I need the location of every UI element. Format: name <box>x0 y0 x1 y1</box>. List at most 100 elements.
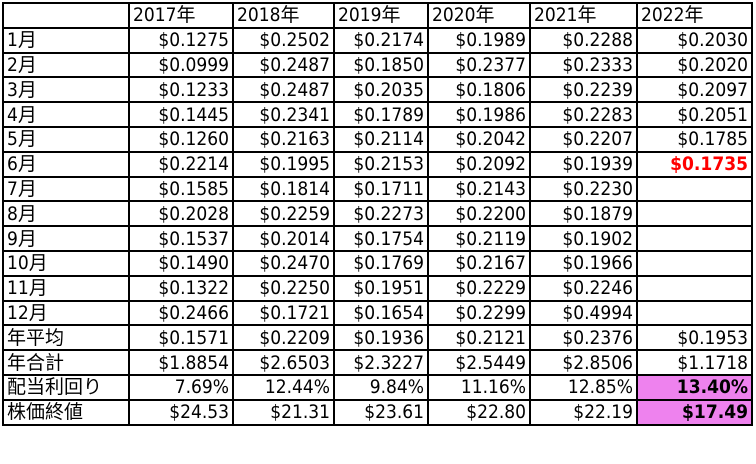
table-cell: $0.2020 <box>636 51 753 79</box>
header-year-2017: 2017年 <box>128 2 234 29</box>
table-cell: $22.80 <box>427 398 531 426</box>
table-cell: $0.2259 <box>232 200 335 228</box>
row-label: 5月 <box>2 125 130 153</box>
table-cell: $0.1445 <box>128 101 234 128</box>
table-cell <box>636 225 753 252</box>
table-row: 7月 $0.1585 $0.1814 $0.1711 $0.2143 $0.2230 <box>2 175 753 203</box>
table-cell: $2.5449 <box>427 349 531 376</box>
table-cell: $0.2030 <box>636 26 753 54</box>
table-cell: $21.31 <box>232 398 335 426</box>
row-label: 配当利回り <box>2 373 130 401</box>
table-cell: $0.1275 <box>128 26 234 54</box>
table-cell: $0.1936 <box>333 324 429 352</box>
table-cell: $0.2153 <box>333 150 429 178</box>
table-cell: 13.40% <box>636 373 753 401</box>
table-cell: $0.2207 <box>529 125 638 153</box>
table-cell: $0.2092 <box>427 150 531 178</box>
table-cell <box>636 249 753 277</box>
header-year-2021: 2021年 <box>529 2 638 29</box>
table-cell: $0.2487 <box>232 76 335 104</box>
table-cell: $0.4994 <box>529 299 638 327</box>
table-cell: $0.2143 <box>427 175 531 203</box>
table-cell: $0.1322 <box>128 274 234 302</box>
row-label: 6月 <box>2 150 130 178</box>
table-cell: $0.2299 <box>427 299 531 327</box>
table-cell: 9.84% <box>333 373 429 401</box>
table-cell: $0.2114 <box>333 125 429 153</box>
table-row: 年合計 $1.8854 $2.6503 $2.3227 $2.5449 $2.8506 $1… <box>2 349 753 376</box>
table-cell: $2.3227 <box>333 349 429 376</box>
table-row: 株価終値 $24.53 $21.31 $23.61 $22.80 $22.19 $17.49 <box>2 398 753 426</box>
table-cell: $0.2119 <box>427 225 531 252</box>
table-cell: $0.2042 <box>427 125 531 153</box>
table-cell: $0.2250 <box>232 274 335 302</box>
table-cell <box>636 175 753 203</box>
table-cell: $0.2487 <box>232 51 335 79</box>
table-cell: $0.2288 <box>529 26 638 54</box>
table-cell: $0.1721 <box>232 299 335 327</box>
table-cell: $0.2466 <box>128 299 234 327</box>
row-label: 3月 <box>2 76 130 104</box>
table-cell: 12.44% <box>232 373 335 401</box>
table-cell: $1.8854 <box>128 349 234 376</box>
table-cell: $0.1585 <box>128 175 234 203</box>
table-cell: $0.2214 <box>128 150 234 178</box>
table-cell: $0.2097 <box>636 76 753 104</box>
table-cell: $22.19 <box>529 398 638 426</box>
table-cell: $0.2014 <box>232 225 335 252</box>
header-year-2019: 2019年 <box>333 2 429 29</box>
table-cell: $0.1966 <box>529 249 638 277</box>
table-cell: $0.2376 <box>529 324 638 352</box>
table-cell: $0.1537 <box>128 225 234 252</box>
header-year-2018: 2018年 <box>232 2 335 29</box>
table-cell: $1.1718 <box>636 349 753 376</box>
table-cell: $0.2377 <box>427 51 531 79</box>
table-row: 9月 $0.1537 $0.2014 $0.1754 $0.2119 $0.1902 <box>2 225 753 252</box>
dividend-table: 2017年 2018年 2019年 2020年 2021年 2022年 1月 $0… <box>2 2 753 426</box>
table-cell: $0.1789 <box>333 101 429 128</box>
row-label: 2月 <box>2 51 130 79</box>
header-year-2022: 2022年 <box>636 2 753 29</box>
table-cell: $0.1902 <box>529 225 638 252</box>
table-cell: $0.2163 <box>232 125 335 153</box>
table-row: 12月 $0.2466 $0.1721 $0.1654 $0.2299 $0.4994 <box>2 299 753 327</box>
row-label: 1月 <box>2 26 130 54</box>
table-cell: $0.2229 <box>427 274 531 302</box>
table-cell: $0.1260 <box>128 125 234 153</box>
table-row: 2月 $0.0999 $0.2487 $0.1850 $0.2377 $0.2333 $0.… <box>2 51 753 79</box>
table-cell: $2.6503 <box>232 349 335 376</box>
table-cell: $2.8506 <box>529 349 638 376</box>
table-cell: $0.2273 <box>333 200 429 228</box>
row-label: 9月 <box>2 225 130 252</box>
table-cell: $0.1754 <box>333 225 429 252</box>
table-cell: $0.1769 <box>333 249 429 277</box>
table-cell: $0.1785 <box>636 125 753 153</box>
table-cell: $0.1850 <box>333 51 429 79</box>
table-row: 4月 $0.1445 $0.2341 $0.1789 $0.1986 $0.2283 $0.… <box>2 101 753 128</box>
row-label: 11月 <box>2 274 130 302</box>
table-cell: $0.1711 <box>333 175 429 203</box>
table-cell: $0.1490 <box>128 249 234 277</box>
table-cell: $0.1879 <box>529 200 638 228</box>
table-cell: $0.2502 <box>232 26 335 54</box>
table-row: 配当利回り 7.69% 12.44% 9.84% 11.16% 12.85% 13.40% <box>2 373 753 401</box>
table-cell: $0.1814 <box>232 175 335 203</box>
table-cell: $0.1806 <box>427 76 531 104</box>
table-row: 6月 $0.2214 $0.1995 $0.2153 $0.2092 $0.1939 $0.… <box>2 150 753 178</box>
table-cell: $0.2230 <box>529 175 638 203</box>
table-cell: $0.1571 <box>128 324 234 352</box>
table-cell: $0.2283 <box>529 101 638 128</box>
row-label: 8月 <box>2 200 130 228</box>
table-cell: $0.2341 <box>232 101 335 128</box>
table-cell <box>636 274 753 302</box>
table-cell: $0.1953 <box>636 324 753 352</box>
table-cell: $17.49 <box>636 398 753 426</box>
table-cell: $0.2121 <box>427 324 531 352</box>
table-row: 8月 $0.2028 $0.2259 $0.2273 $0.2200 $0.1879 <box>2 200 753 228</box>
table-cell: $0.2470 <box>232 249 335 277</box>
table-cell: 12.85% <box>529 373 638 401</box>
table-cell: $0.2209 <box>232 324 335 352</box>
header-corner-cell <box>2 2 130 29</box>
header-year-2020: 2020年 <box>427 2 531 29</box>
row-label: 7月 <box>2 175 130 203</box>
